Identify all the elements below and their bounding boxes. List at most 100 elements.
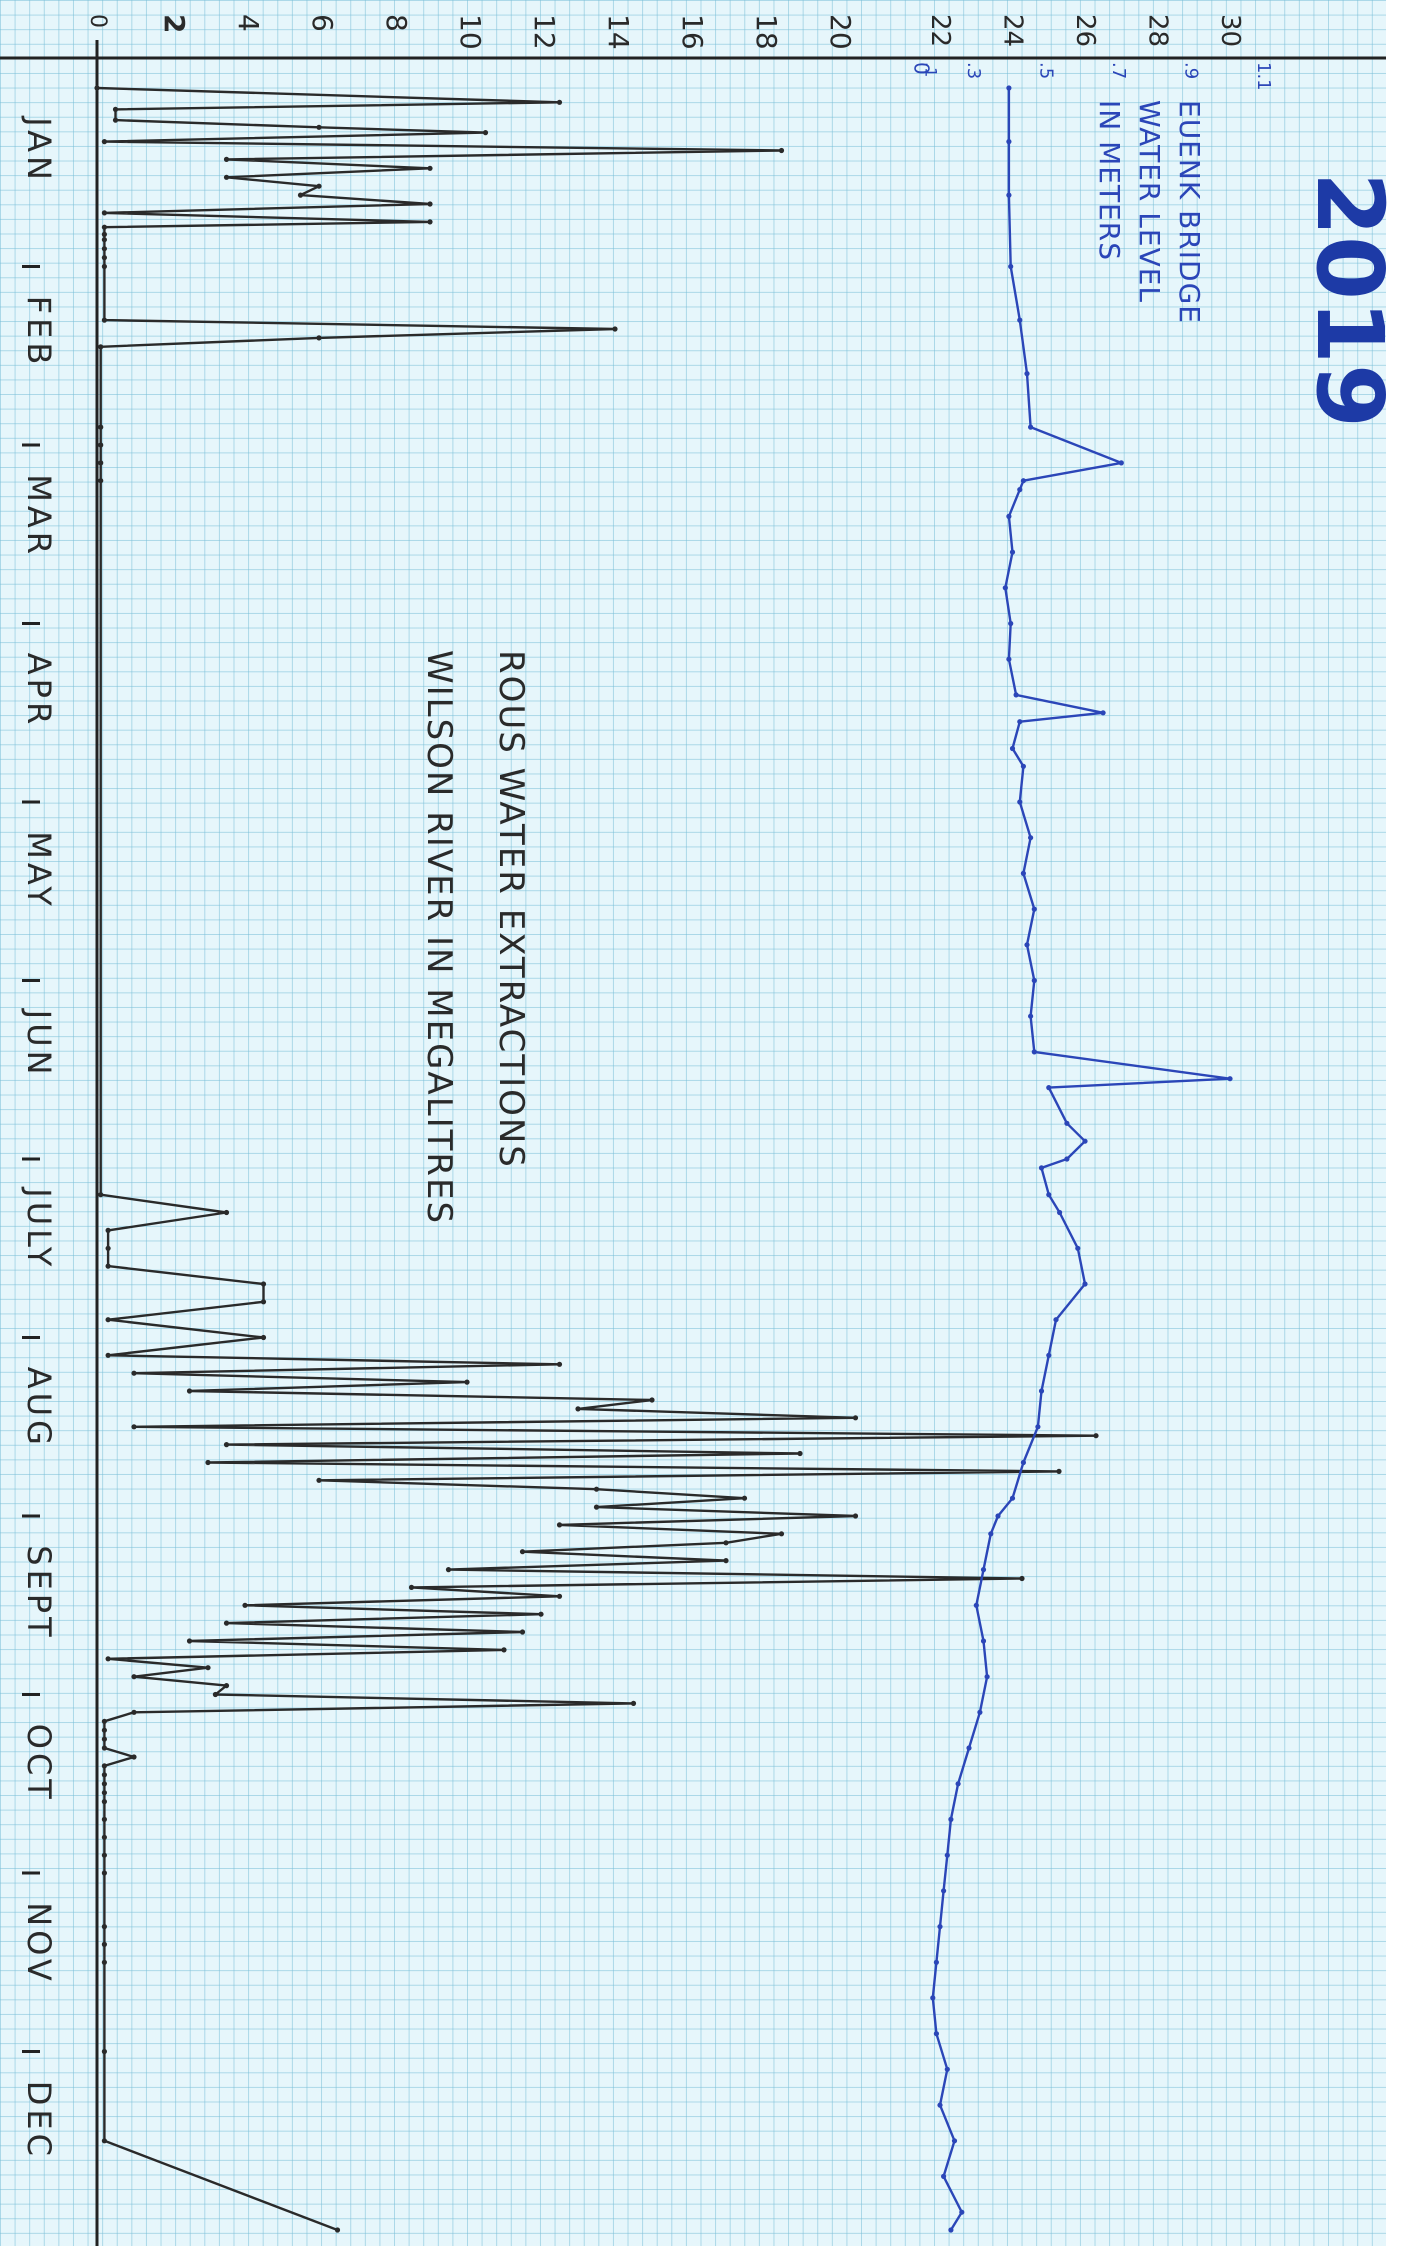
data-point (1031, 977, 1037, 984)
data-point (101, 139, 107, 145)
data-point (131, 1754, 137, 1760)
level-minor-labels: .3 .5 .7 .9 1.1 0.1 (910, 62, 1275, 91)
data-point (778, 147, 785, 154)
data-point (1006, 656, 1012, 662)
data-point (1046, 1352, 1052, 1358)
data-point (944, 2066, 950, 2072)
series-line (931, 88, 1232, 2231)
extraction-tick-label: 12 (528, 14, 561, 50)
data-point (930, 1995, 936, 2001)
data-point (205, 1459, 211, 1466)
level-label-line1: EUENK BRIDGE (1173, 100, 1206, 324)
data-point (1006, 192, 1012, 198)
data-point (482, 130, 489, 136)
month-july: JULY (20, 1186, 58, 1270)
extraction-label: ROUS WATER EXTRACTIONS WILSON RIVER IN M… (419, 650, 531, 1225)
data-point (186, 1388, 193, 1394)
extraction-tick-20: 20 (824, 14, 857, 50)
data-point (538, 1611, 544, 1617)
data-point (556, 1593, 563, 1599)
level-tick-label: 24 (998, 14, 1028, 47)
data-point (1118, 460, 1124, 466)
data-point (105, 1656, 111, 1662)
data-point (98, 478, 104, 484)
level-zero: 0 (910, 62, 934, 75)
data-point (1082, 1281, 1088, 1287)
data-point (131, 1709, 137, 1715)
data-point (612, 326, 618, 332)
level-label: EUENK BRIDGE WATER LEVEL IN METERS (1093, 100, 1206, 324)
data-point (951, 2138, 958, 2144)
data-point (223, 156, 230, 162)
data-point (316, 124, 322, 130)
data-point (1020, 870, 1026, 877)
data-point (101, 1718, 107, 1724)
data-point (575, 1406, 581, 1412)
data-point (105, 1352, 111, 1358)
data-point (98, 424, 104, 430)
data-point (101, 1852, 107, 1858)
data-point (1064, 1120, 1070, 1126)
data-point (778, 1531, 785, 1537)
data-point (1020, 1459, 1026, 1466)
extraction-tick-2: 2 (158, 14, 191, 33)
level-minor-3: .9 (1181, 62, 1202, 79)
data-point (852, 1415, 859, 1421)
data-point (966, 1745, 972, 1751)
data-point (1017, 799, 1023, 805)
data-point (937, 2102, 943, 2108)
data-point (101, 1834, 107, 1840)
data-point (501, 1647, 507, 1653)
data-point (1006, 139, 1012, 145)
chart-title: 2019 (1296, 172, 1403, 428)
level-series (930, 85, 1233, 2233)
month-label: MAR (20, 474, 58, 558)
data-point (101, 210, 107, 216)
data-point (101, 246, 107, 252)
data-point (260, 1281, 267, 1287)
data-point (427, 165, 433, 171)
data-point (445, 1567, 452, 1573)
data-point (933, 1959, 940, 1965)
data-point (1013, 692, 1019, 698)
data-point (1046, 1192, 1052, 1198)
data-point (1002, 585, 1008, 591)
data-point (630, 1700, 637, 1706)
extraction-tick-label: 6 (306, 14, 339, 32)
data-point (1017, 719, 1023, 725)
data-point (101, 1941, 107, 1947)
data-point (1031, 906, 1037, 912)
data-point (101, 1745, 107, 1751)
data-point (941, 1888, 947, 1894)
data-point (937, 1924, 943, 1930)
data-point (101, 224, 107, 230)
data-point (101, 2138, 107, 2144)
data-point (105, 1245, 111, 1251)
data-point (995, 1513, 1001, 1519)
data-point (223, 1620, 230, 1626)
data-point (1038, 1388, 1045, 1394)
data-point (242, 1602, 248, 1608)
month-label: MAY (20, 831, 58, 910)
data-point (1008, 263, 1014, 270)
series-line (96, 86, 1098, 2232)
month-label: OCT (20, 1724, 58, 1803)
level-tick-label: 28 (1143, 14, 1173, 47)
data-point (1053, 1317, 1059, 1323)
extraction-tick-label: 2 (158, 14, 191, 33)
extraction-tick-label: 18 (750, 14, 783, 50)
data-point (984, 1674, 990, 1680)
data-point (1008, 620, 1014, 627)
data-point (101, 1727, 107, 1733)
data-point (297, 192, 304, 198)
extraction-tick-14: 14 (602, 14, 635, 50)
month-label: JUN (20, 1008, 58, 1079)
data-point (464, 1379, 470, 1385)
month-label: AUG (20, 1367, 58, 1449)
data-point (1046, 1085, 1052, 1091)
data-point (316, 1477, 322, 1483)
data-point (105, 1227, 111, 1233)
data-point (112, 117, 119, 123)
data-point (852, 1513, 859, 1519)
